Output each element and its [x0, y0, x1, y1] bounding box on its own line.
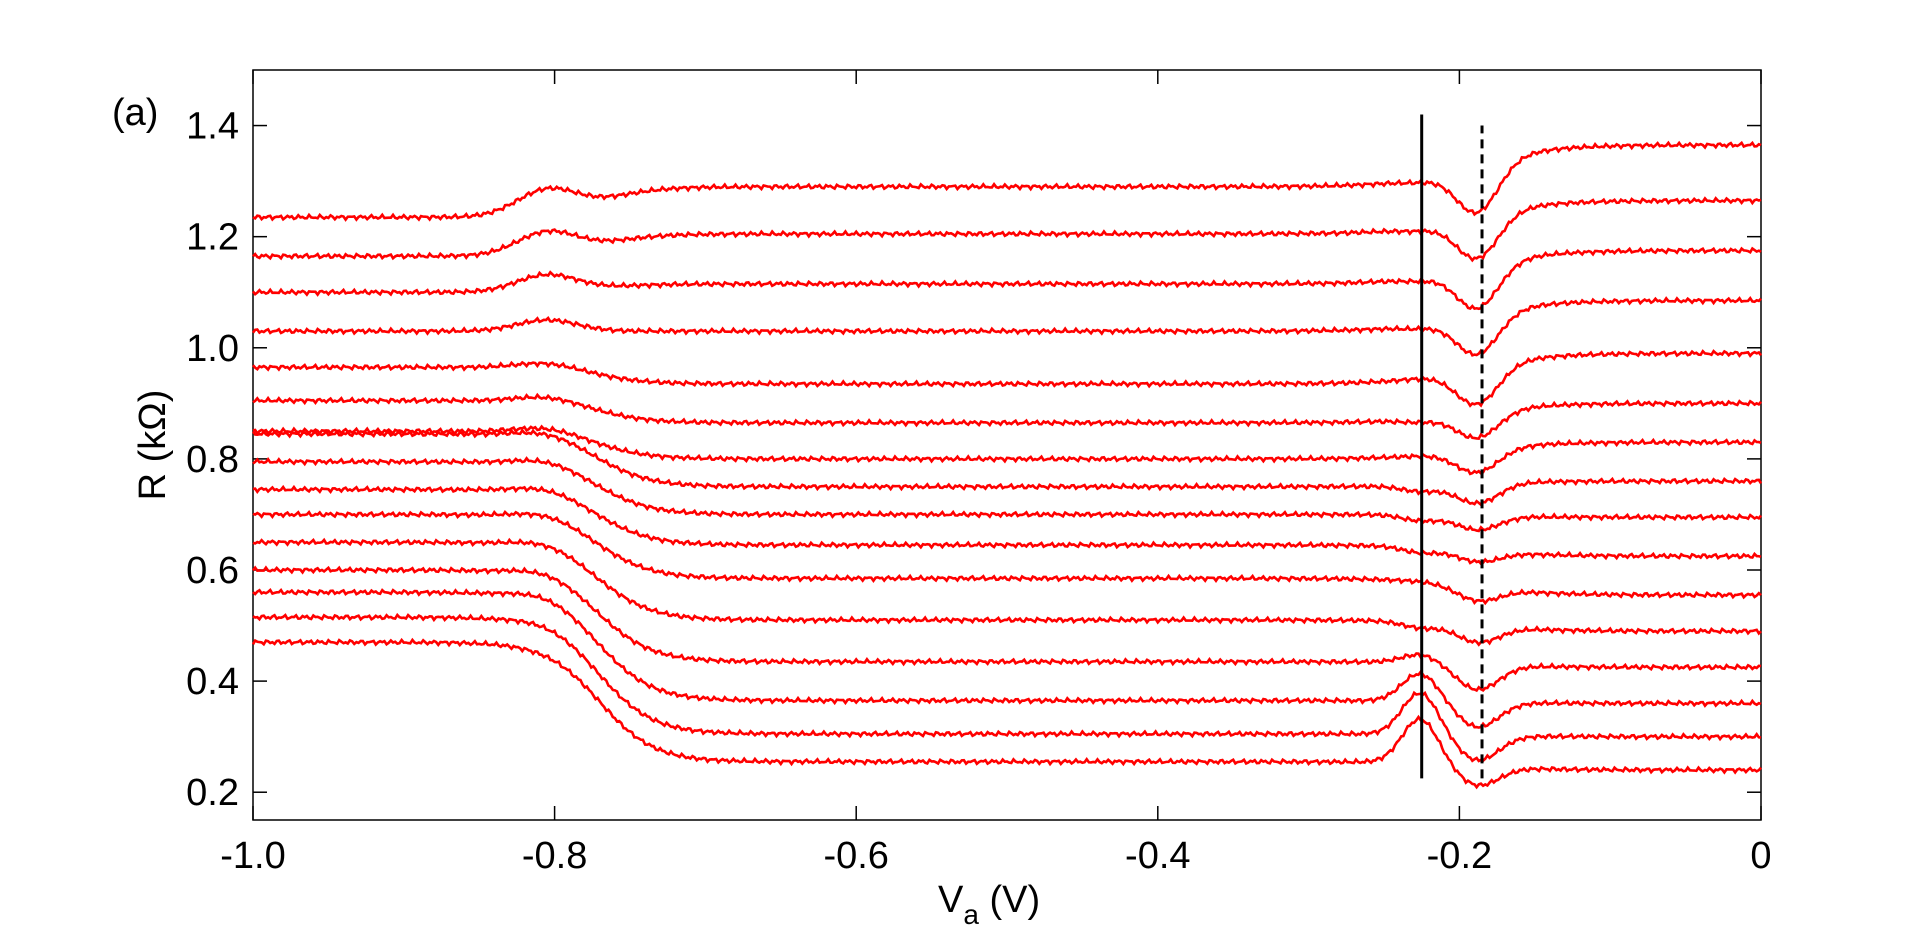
y-tick-label: 1.0 — [186, 328, 239, 370]
series-line-1 — [251, 637, 1762, 790]
series-line-10 — [252, 424, 1762, 476]
series-line-15 — [252, 196, 1762, 263]
series-line-7 — [252, 484, 1762, 566]
x-tick-label: -1.0 — [220, 835, 285, 877]
y-axis-label: R (kΩ) — [132, 390, 174, 501]
series-line-13 — [251, 296, 1762, 357]
series-lines — [251, 140, 1763, 790]
x-axis-label-main: V — [938, 879, 964, 921]
series-line-16 — [252, 140, 1762, 222]
x-tick-labels: -1.0 -0.8 -0.6 -0.4 -0.2 0 — [220, 835, 1771, 877]
series-line-14 — [251, 246, 1762, 311]
x-axis-label: Va (V) — [938, 879, 1040, 930]
y-tick-label: 0.2 — [186, 772, 239, 814]
x-tick-label: -0.6 — [823, 835, 888, 877]
axes-frame — [252, 69, 1762, 821]
y-tick-label: 0.6 — [186, 550, 239, 592]
x-tick-label: 0 — [1750, 835, 1771, 877]
y-tick-label: 1.2 — [186, 217, 239, 259]
x-axis-label-subscript: a — [963, 899, 979, 930]
x-tick-label: -0.2 — [1427, 835, 1492, 877]
y-tick-label: 0.4 — [186, 661, 239, 703]
series-line-9 — [251, 428, 1763, 507]
vertical-markers — [1420, 114, 1484, 779]
series-line-3 — [252, 587, 1762, 729]
series-line-12 — [252, 349, 1763, 408]
series-line-11 — [252, 392, 1763, 440]
y-tick-label: 1.4 — [186, 106, 239, 148]
y-tick-labels: 0.2 0.4 0.6 0.8 1.0 1.2 1.4 — [186, 106, 239, 815]
series-line-4 — [251, 565, 1762, 693]
y-tick-label: 0.8 — [186, 439, 239, 481]
x-tick-label: -0.8 — [522, 835, 587, 877]
series-line-8 — [252, 456, 1763, 533]
series-line-2 — [252, 612, 1762, 763]
panel-label: (a) — [112, 92, 158, 134]
series-line-6 — [252, 509, 1762, 606]
x-axis-label-unit: (V) — [979, 879, 1040, 921]
x-tick-label: -0.4 — [1125, 835, 1190, 877]
series-line-5 — [252, 537, 1762, 647]
